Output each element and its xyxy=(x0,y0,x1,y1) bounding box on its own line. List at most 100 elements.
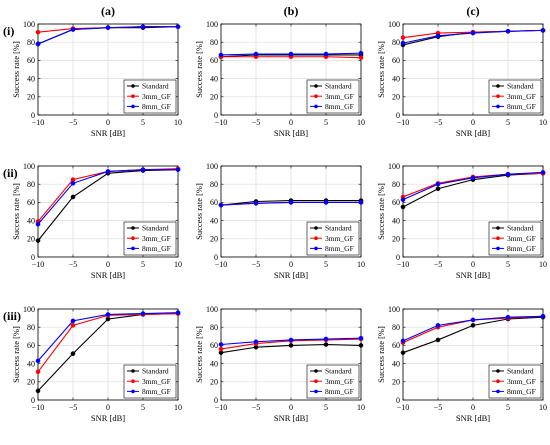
legend-swatch-marker xyxy=(496,84,500,88)
legend-entry: 3mm_GF xyxy=(325,234,354,243)
y-tick-label: 100 xyxy=(206,305,218,314)
y-axis-label: Success rate [%] xyxy=(194,326,204,383)
x-tick-label: 5 xyxy=(324,260,328,269)
legend-entry: 3mm_GF xyxy=(507,234,536,243)
x-tick-label: 10 xyxy=(539,118,547,127)
x-tick-label: −10 xyxy=(215,118,228,127)
legend-swatch-marker xyxy=(314,94,318,98)
data-point-8mm_GF xyxy=(35,221,41,227)
legend-swatch-marker xyxy=(314,246,318,251)
data-point-8mm_GF xyxy=(505,314,511,320)
data-point-8mm_GF xyxy=(470,30,476,36)
legend-swatch-marker xyxy=(131,389,135,394)
data-point-8mm_GF xyxy=(540,28,546,33)
data-point-8mm_GF xyxy=(253,201,259,206)
data-point-8mm_GF xyxy=(140,24,146,30)
data-point-8mm_GF xyxy=(435,323,441,328)
data-point-8mm_GF xyxy=(540,313,546,319)
data-point-8mm_GF xyxy=(35,41,41,47)
data-point-8mm_GF xyxy=(218,342,224,347)
data-point-Standard xyxy=(435,337,441,343)
y-tick-label: 60 xyxy=(210,56,218,65)
legend-swatch-marker xyxy=(314,104,318,109)
y-tick-label: 80 xyxy=(27,323,35,332)
y-tick-label: 100 xyxy=(23,162,35,171)
x-axis-label: SNR [dB] xyxy=(91,128,125,138)
y-tick-label: 40 xyxy=(210,359,218,368)
data-point-8mm_GF xyxy=(323,336,329,342)
y-tick-label: 40 xyxy=(392,74,400,83)
y-axis-label: Success rate [%] xyxy=(376,183,386,240)
y-tick-label: 80 xyxy=(210,180,218,189)
y-axis-label: Success rate [%] xyxy=(376,41,386,98)
legend-swatch-marker xyxy=(496,236,500,240)
y-tick-label: 100 xyxy=(206,162,218,171)
y-tick-label: 40 xyxy=(210,74,218,83)
y-tick-label: 80 xyxy=(27,38,35,47)
data-point-8mm_GF xyxy=(175,24,181,30)
y-tick-label: 0 xyxy=(214,396,218,405)
x-axis-label: SNR [dB] xyxy=(456,128,490,138)
x-tick-label: 5 xyxy=(324,118,328,127)
y-tick-label: 100 xyxy=(388,162,400,171)
legend-swatch-marker xyxy=(496,369,500,373)
y-axis-label: Success rate [%] xyxy=(11,41,21,98)
data-point-3mm_GF xyxy=(70,323,76,328)
data-point-8mm_GF xyxy=(70,27,76,32)
y-axis-label: Success rate [%] xyxy=(194,183,204,240)
x-axis-label: SNR [dB] xyxy=(274,270,308,280)
legend-entry: 8mm_GF xyxy=(142,387,171,396)
legend-entry: Standard xyxy=(142,82,169,91)
y-tick-label: 40 xyxy=(27,74,35,83)
legend-entry: 3mm_GF xyxy=(507,377,536,386)
data-point-8mm_GF xyxy=(253,339,259,345)
x-tick-label: 10 xyxy=(357,403,365,412)
data-point-3mm_GF xyxy=(400,35,406,40)
x-tick-label: 5 xyxy=(141,403,145,412)
y-tick-label: 40 xyxy=(27,359,35,368)
data-point-Standard xyxy=(358,343,364,348)
x-tick-label: −10 xyxy=(32,260,45,269)
data-point-8mm_GF xyxy=(70,180,76,186)
data-point-8mm_GF xyxy=(358,335,364,341)
data-point-8mm_GF xyxy=(358,50,364,56)
x-tick-label: 5 xyxy=(506,403,510,412)
x-tick-label: 0 xyxy=(471,118,475,127)
x-tick-label: −5 xyxy=(434,118,443,127)
y-tick-label: 60 xyxy=(27,198,35,207)
data-point-8mm_GF xyxy=(400,338,406,344)
y-tick-label: 80 xyxy=(27,180,35,189)
data-point-8mm_GF xyxy=(505,171,511,177)
column-label-2: (c) xyxy=(466,4,479,18)
data-point-8mm_GF xyxy=(288,337,294,343)
y-tick-label: 20 xyxy=(392,235,400,244)
y-axis-label: Success rate [%] xyxy=(11,326,21,383)
row-label-1: (ii) xyxy=(3,166,18,180)
legend-entry: Standard xyxy=(507,224,534,233)
x-axis-label: SNR [dB] xyxy=(456,270,490,280)
x-tick-label: −10 xyxy=(397,403,410,412)
legend-entry: 8mm_GF xyxy=(142,102,171,111)
x-tick-label: 0 xyxy=(106,118,110,127)
legend-entry: 3mm_GF xyxy=(325,377,354,386)
x-tick-label: −10 xyxy=(397,118,410,127)
y-tick-label: 20 xyxy=(210,378,218,387)
legend-swatch-marker xyxy=(131,84,135,88)
x-axis-label: SNR [dB] xyxy=(456,413,490,423)
x-tick-label: −5 xyxy=(252,260,261,269)
y-tick-label: 20 xyxy=(210,235,218,244)
y-tick-label: 0 xyxy=(396,253,400,262)
x-tick-label: 5 xyxy=(141,118,145,127)
legend-entry: 8mm_GF xyxy=(325,102,354,111)
y-tick-label: 60 xyxy=(392,341,400,350)
data-point-Standard xyxy=(470,323,476,328)
data-point-3mm_GF xyxy=(35,29,41,35)
